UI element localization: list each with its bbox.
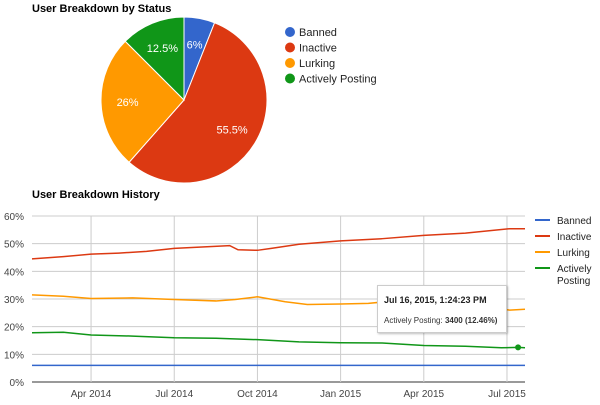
legend-label: Banned — [557, 216, 591, 227]
legend-dot-2 — [285, 58, 295, 68]
x-tick-label: Oct 2014 — [237, 389, 278, 400]
pie-slice-3 — [124, 16, 185, 102]
y-tick-label: 10% — [4, 350, 24, 361]
series-line-actively-posting — [31, 331, 526, 349]
series-line-inactive — [31, 227, 525, 260]
pie-label-2: 26% — [117, 97, 139, 109]
pie-title: User Breakdown by Status — [32, 3, 172, 15]
legend-label: Inactive — [557, 232, 592, 243]
legend-label: Posting — [557, 276, 590, 287]
pie-label-0: 6% — [187, 40, 203, 52]
tooltip-label: Actively Posting: — [384, 316, 443, 325]
legend-dot-1 — [285, 42, 295, 53]
tooltip: Jul 16, 2015, 1:24:23 PM Actively Postin… — [377, 285, 507, 333]
legend-label-2: Lurking — [299, 58, 335, 70]
pie-slice-1 — [128, 22, 268, 184]
x-tick-label: Jan 2015 — [320, 389, 362, 400]
y-tick-label: 0% — [10, 378, 25, 389]
x-tick-label: Apr 2015 — [403, 389, 444, 400]
x-tick-label: Jul 2015 — [488, 389, 526, 400]
legend-label-1: Inactive — [299, 43, 337, 55]
legend-dot-3 — [285, 73, 295, 84]
x-tick-label: Jul 2014 — [155, 389, 193, 400]
y-tick-label: 50% — [4, 240, 24, 251]
tooltip-value: 3400 (12.46%) — [444, 316, 498, 325]
legend-label: Lurking — [557, 248, 590, 259]
y-tick-label: 60% — [4, 212, 24, 223]
pie-slice-2 — [100, 40, 185, 163]
legend-label-3: Actively Posting — [299, 74, 377, 86]
legend-dot-0 — [285, 27, 295, 37]
tooltip-title: Jul 16, 2015, 1:24:23 PM — [384, 295, 487, 305]
line-chart-title: User Breakdown History — [32, 189, 160, 201]
legend-label: Actively — [557, 264, 591, 275]
y-tick-label: 30% — [4, 295, 24, 306]
pie-label-3: 12.5% — [147, 43, 178, 55]
highlight-point — [515, 344, 522, 351]
y-tick-label: 20% — [4, 323, 24, 334]
y-tick-label: 40% — [4, 267, 24, 278]
legend-label-0: Banned — [299, 27, 337, 39]
pie-label-1: 55.5% — [217, 124, 248, 136]
x-tick-label: Apr 2014 — [71, 389, 112, 400]
